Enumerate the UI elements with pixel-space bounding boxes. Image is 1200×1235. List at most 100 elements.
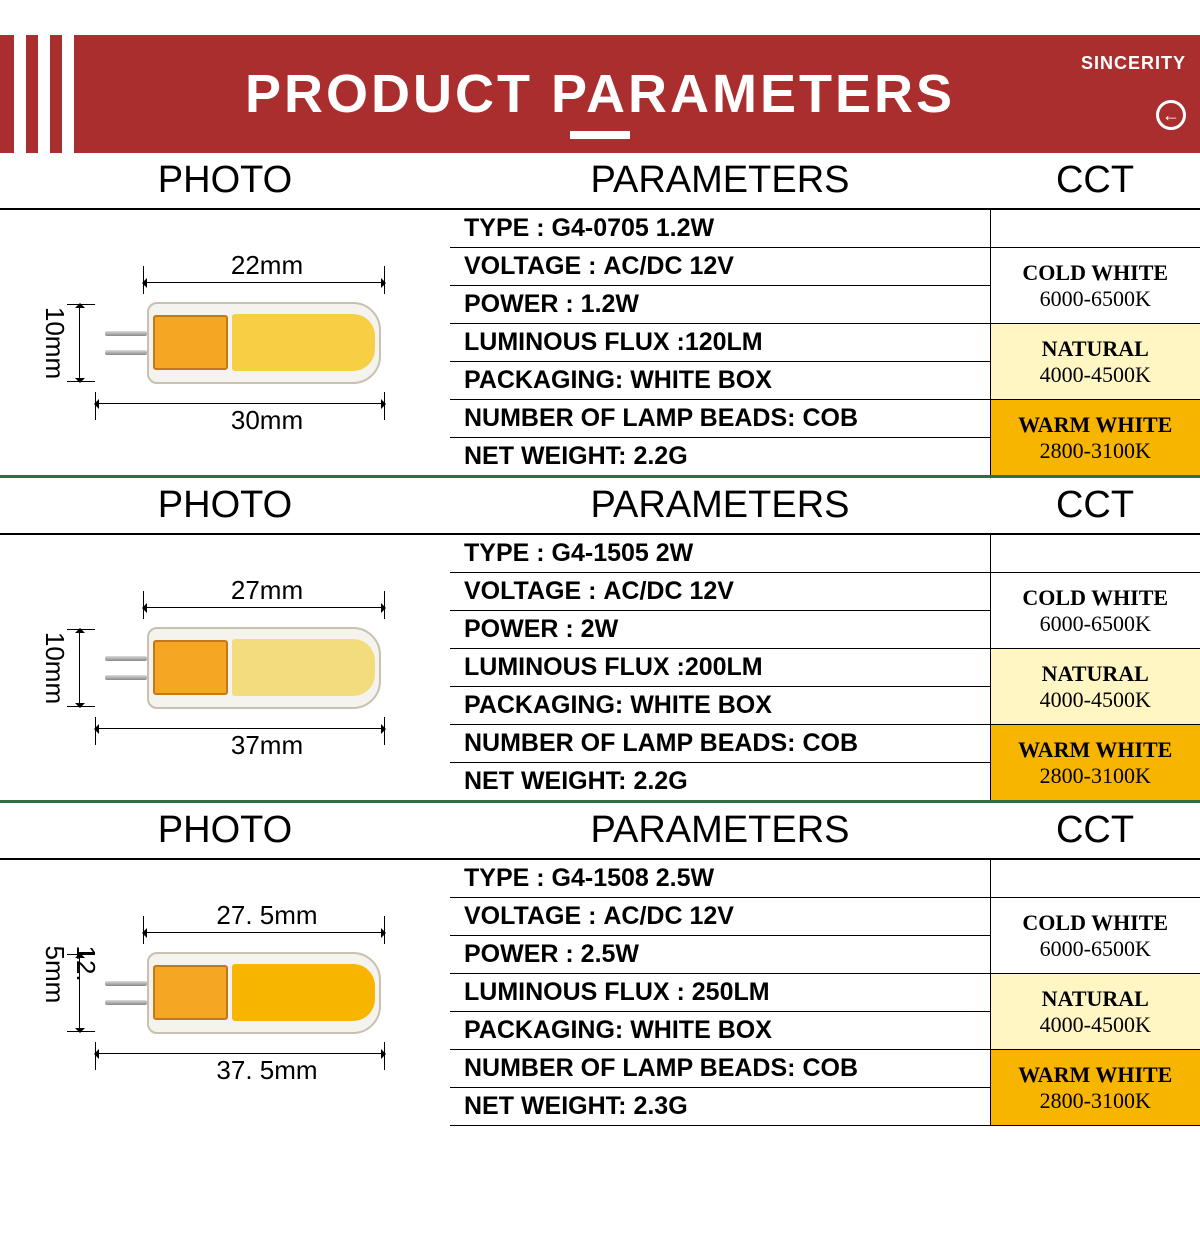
cct-range: 2800-3100K xyxy=(993,438,1199,464)
param-label: LUMINOUS FLUX : xyxy=(464,653,685,681)
param-row: PACKAGING: WHITE BOX xyxy=(450,687,990,725)
param-label: VOLTAGE : xyxy=(464,902,603,930)
param-value: COB xyxy=(802,729,858,757)
param-row: VOLTAGE : AC/DC 12V xyxy=(450,573,990,611)
param-row: VOLTAGE : AC/DC 12V xyxy=(450,248,990,286)
cob-icon xyxy=(232,314,375,371)
cct-spacer xyxy=(990,534,1200,573)
bulb-diagram: 22mm 10mm xyxy=(35,248,415,438)
param-label: NET WEIGHT: xyxy=(464,767,633,795)
param-row: TYPE : G4-1508 2.5W xyxy=(450,859,990,898)
dim-height: 12. 5mm xyxy=(39,945,101,1040)
cct-name: WARM WHITE xyxy=(993,412,1199,438)
param-label: POWER : xyxy=(464,615,581,643)
cct-swatch: NATURAL4000-4500K xyxy=(990,974,1200,1050)
param-label: VOLTAGE : xyxy=(464,252,603,280)
cct-spacer xyxy=(990,859,1200,898)
param-label: NUMBER OF LAMP BEADS: xyxy=(464,729,802,757)
col-header-cct: CCT xyxy=(990,802,1200,860)
param-row: POWER : 2.5W xyxy=(450,936,990,974)
param-value: G4-0705 1.2W xyxy=(552,214,715,242)
cct-swatch: WARM WHITE2800-3100K xyxy=(990,400,1200,477)
param-value: 2.2G xyxy=(633,442,687,470)
param-row: NET WEIGHT: 2.3G xyxy=(450,1088,990,1126)
cob-icon xyxy=(232,964,375,1021)
cct-name: COLD WHITE xyxy=(993,585,1199,611)
param-row: LUMINOUS FLUX : 250LM xyxy=(450,974,990,1012)
param-label: POWER : xyxy=(464,940,581,968)
dim-total-length: 30mm xyxy=(155,405,379,436)
dim-body-width: 27. 5mm xyxy=(155,900,379,931)
param-label: PACKAGING: xyxy=(464,366,630,394)
banner-stripes xyxy=(14,35,74,153)
param-row: VOLTAGE : AC/DC 12V xyxy=(450,898,990,936)
page-title: PRODUCT PARAMETERS xyxy=(245,63,955,125)
param-value: WHITE BOX xyxy=(630,1016,772,1044)
param-label: LUMINOUS FLUX : xyxy=(464,328,685,356)
param-label: PACKAGING: xyxy=(464,691,630,719)
col-header-cct: CCT xyxy=(990,153,1200,209)
cct-spacer xyxy=(990,209,1200,248)
dim-body-width: 22mm xyxy=(155,250,379,281)
param-value: 2.5W xyxy=(581,940,639,968)
param-row: LUMINOUS FLUX :120LM xyxy=(450,324,990,362)
param-label: NUMBER OF LAMP BEADS: xyxy=(464,1054,802,1082)
col-header-photo: PHOTO xyxy=(0,477,450,535)
dim-total-length: 37. 5mm xyxy=(155,1055,379,1086)
param-label: TYPE : xyxy=(464,214,552,242)
param-row: NET WEIGHT: 2.2G xyxy=(450,438,990,477)
param-row: POWER : 2W xyxy=(450,611,990,649)
banner-right: SINCERITY ← xyxy=(1081,53,1186,130)
col-header-parameters: PARAMETERS xyxy=(450,153,990,209)
cct-name: NATURAL xyxy=(993,661,1199,687)
param-label: PACKAGING: xyxy=(464,1016,630,1044)
cct-name: NATURAL xyxy=(993,986,1199,1012)
arrow-left-icon: ← xyxy=(1156,100,1186,130)
col-header-photo: PHOTO xyxy=(0,153,450,209)
col-header-parameters: PARAMETERS xyxy=(450,477,990,535)
param-value: 120LM xyxy=(685,328,763,356)
param-row: NUMBER OF LAMP BEADS: COB xyxy=(450,1050,990,1088)
col-header-photo: PHOTO xyxy=(0,802,450,860)
param-value: G4-1505 2W xyxy=(552,539,694,567)
param-value: 2.2G xyxy=(633,767,687,795)
cct-swatch: COLD WHITE6000-6500K xyxy=(990,248,1200,324)
param-value: COB xyxy=(802,1054,858,1082)
param-value: AC/DC 12V xyxy=(603,902,734,930)
param-value: COB xyxy=(802,404,858,432)
dim-height: 10mm xyxy=(39,306,70,378)
cct-name: WARM WHITE xyxy=(993,737,1199,763)
cct-range: 4000-4500K xyxy=(993,1012,1199,1038)
param-row: NET WEIGHT: 2.2G xyxy=(450,763,990,802)
param-row: POWER : 1.2W xyxy=(450,286,990,324)
param-row: TYPE : G4-1505 2W xyxy=(450,534,990,573)
bulb-diagram: 27. 5mm 12. 5mm xyxy=(35,898,415,1088)
param-label: NUMBER OF LAMP BEADS: xyxy=(464,404,802,432)
cct-name: WARM WHITE xyxy=(993,1062,1199,1088)
dim-body-width: 27mm xyxy=(155,575,379,606)
param-label: TYPE : xyxy=(464,864,552,892)
param-row: PACKAGING: WHITE BOX xyxy=(450,1012,990,1050)
param-value: 2.3G xyxy=(633,1092,687,1120)
cct-swatch: WARM WHITE2800-3100K xyxy=(990,1050,1200,1126)
cct-swatch: COLD WHITE6000-6500K xyxy=(990,573,1200,649)
param-value: 250LM xyxy=(692,978,770,1006)
param-row: PACKAGING: WHITE BOX xyxy=(450,362,990,400)
cct-swatch: NATURAL4000-4500K xyxy=(990,324,1200,400)
product-photo: 27mm 10mm xyxy=(0,534,450,802)
cct-range: 6000-6500K xyxy=(993,286,1199,312)
param-label: TYPE : xyxy=(464,539,552,567)
param-value: 200LM xyxy=(685,653,763,681)
chip-icon xyxy=(153,965,228,1020)
spec-table: PHOTO PARAMETERS CCT 22mm 10mm xyxy=(0,153,1200,1126)
param-row: LUMINOUS FLUX :200LM xyxy=(450,649,990,687)
param-row: TYPE : G4-0705 1.2W xyxy=(450,209,990,248)
param-label: NET WEIGHT: xyxy=(464,1092,633,1120)
col-header-parameters: PARAMETERS xyxy=(450,802,990,860)
param-row: NUMBER OF LAMP BEADS: COB xyxy=(450,725,990,763)
param-label: POWER : xyxy=(464,290,581,318)
cct-range: 2800-3100K xyxy=(993,1088,1199,1114)
param-label: LUMINOUS FLUX : xyxy=(464,978,692,1006)
param-row: NUMBER OF LAMP BEADS: COB xyxy=(450,400,990,438)
cct-name: NATURAL xyxy=(993,336,1199,362)
